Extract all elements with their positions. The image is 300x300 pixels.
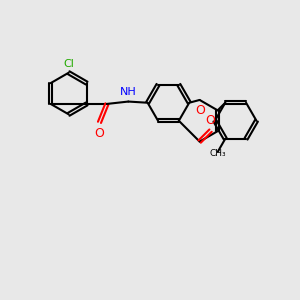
Text: O: O (94, 127, 104, 140)
Text: O: O (195, 104, 205, 117)
Text: NH: NH (120, 87, 137, 98)
Text: Cl: Cl (63, 59, 74, 69)
Text: CH₃: CH₃ (209, 148, 226, 158)
Text: O: O (206, 114, 215, 127)
